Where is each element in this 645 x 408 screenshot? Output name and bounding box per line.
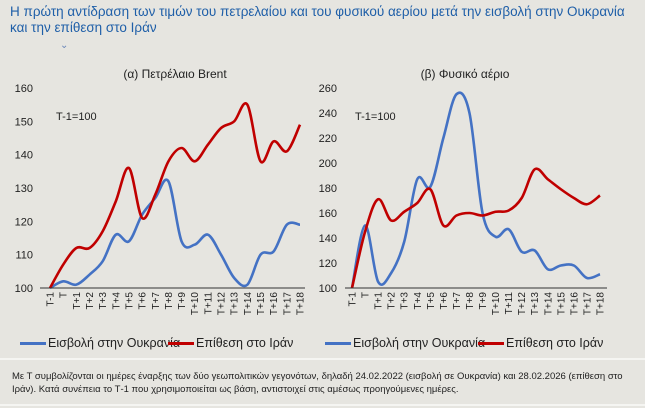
x-tick-label: T+9 xyxy=(177,292,188,310)
legend: Εισβολή στην Ουκρανία Επίθεση στο Ιράν Ε… xyxy=(0,334,645,354)
x-tick-label: T+5 xyxy=(426,292,437,310)
legend-swatch xyxy=(478,341,504,345)
divider xyxy=(0,404,645,406)
x-tick-label: T+1 xyxy=(374,292,385,310)
x-tick-label: T+7 xyxy=(151,292,162,310)
y-tick-label: 220 xyxy=(319,133,337,145)
x-tick-label: T-1 xyxy=(46,292,57,307)
divider xyxy=(0,358,645,360)
chevron-down-icon: ⌄ xyxy=(60,40,69,51)
x-tick-label: T+4 xyxy=(111,292,122,310)
y-tick-label: 140 xyxy=(319,233,337,245)
legend-item-ukraine-a: Εισβολή στην Ουκρανία xyxy=(20,336,180,350)
y-tick-label: 150 xyxy=(15,116,33,128)
x-tick-label: T+8 xyxy=(164,292,175,310)
x-tick-label: T+3 xyxy=(98,292,109,310)
legend-label: Επίθεση στο Ιράν xyxy=(196,336,294,350)
x-tick-label: T+16 xyxy=(269,292,280,316)
series-line-ukraine xyxy=(49,178,301,290)
y-tick-label: 200 xyxy=(319,158,337,170)
x-tick-label: T+10 xyxy=(491,292,502,316)
y-tick-label: 110 xyxy=(15,250,33,262)
y-tick-label: 160 xyxy=(319,208,337,220)
x-tick-label: T+1 xyxy=(72,292,83,310)
y-tick-label: 100 xyxy=(319,283,337,295)
x-tick-label: T+8 xyxy=(465,292,476,310)
series-line-iran xyxy=(350,167,601,289)
x-tick-label: T+18 xyxy=(296,292,307,316)
legend-item-iran-b: Επίθεση στο Ιράν xyxy=(478,336,603,350)
x-tick-label: T+6 xyxy=(439,292,450,310)
y-tick-label: 130 xyxy=(15,183,33,195)
y-tick-label: 260 xyxy=(319,83,337,95)
x-tick-label: T+14 xyxy=(543,292,554,316)
y-tick-label: 100 xyxy=(15,283,33,295)
y-tick-label: 140 xyxy=(15,150,33,162)
x-tick-label: T+17 xyxy=(582,292,593,316)
base-annotation: T-1=100 xyxy=(355,111,396,123)
chart-brent: (α) Πετρέλαιο Brent T-1=100 100 110 120 130 14… xyxy=(15,67,307,315)
legend-label: Επίθεση στο Ιράν xyxy=(506,336,604,350)
chart-title: (β) Φυσικό αέριο xyxy=(421,67,510,81)
legend-swatch xyxy=(168,341,194,345)
x-tick-label: T+2 xyxy=(85,292,96,310)
x-tick-label: T+12 xyxy=(517,292,528,316)
x-tick-label: T+16 xyxy=(569,292,580,316)
x-tick-label: T+13 xyxy=(230,292,241,316)
x-tick-label: T+2 xyxy=(387,292,398,310)
x-tick-label: T+15 xyxy=(556,292,567,316)
x-tick-label: T+13 xyxy=(530,292,541,316)
x-tick-label: T+17 xyxy=(282,292,293,316)
x-tick-label: T+11 xyxy=(504,292,515,315)
x-tick-label: T xyxy=(59,292,70,298)
x-tick-label: T+10 xyxy=(190,292,201,316)
charts: (α) Πετρέλαιο Brent T-1=100 100 110 120 130 14… xyxy=(15,67,607,315)
legend-item-ukraine-b: Εισβολή στην Ουκρανία xyxy=(325,336,485,350)
legend-item-iran-a: Επίθεση στο Ιράν xyxy=(168,336,293,350)
y-tick-label: 180 xyxy=(319,183,337,195)
series-line-ukraine xyxy=(350,91,601,289)
y-tick-label: 240 xyxy=(319,108,337,120)
legend-swatch xyxy=(325,341,351,345)
x-tick-label: T+11 xyxy=(203,292,214,315)
base-annotation: T-1=100 xyxy=(56,111,97,123)
footnote: Με Τ συμβολίζονται οι ημέρες έναρξης των… xyxy=(12,371,623,395)
y-tick-label: 120 xyxy=(319,258,337,270)
x-tick-label: T-1 xyxy=(348,292,359,307)
chart-gas: (β) Φυσικό αέριο T-1=100 100 120 140 160 180 20… xyxy=(319,67,607,315)
x-tick-label: T+18 xyxy=(596,292,607,316)
x-tick-label: T+3 xyxy=(400,292,411,310)
legend-swatch xyxy=(20,341,46,345)
figure-title: Η πρώτη αντίδραση των τιμών του πετρελαί… xyxy=(10,4,625,35)
x-tick-label: T+14 xyxy=(243,292,254,316)
chart-title: (α) Πετρέλαιο Brent xyxy=(123,67,227,81)
y-tick-label: 160 xyxy=(15,83,33,95)
x-tick-label: T+6 xyxy=(138,292,149,310)
x-tick-label: T+15 xyxy=(256,292,267,316)
x-tick-label: T+12 xyxy=(217,292,228,316)
series-line-iran xyxy=(48,102,302,289)
x-tick-label: T xyxy=(361,292,372,298)
legend-label: Εισβολή στην Ουκρανία xyxy=(353,336,486,350)
x-tick-label: T+9 xyxy=(478,292,489,310)
legend-label: Εισβολή στην Ουκρανία xyxy=(48,336,181,350)
x-tick-label: T+4 xyxy=(413,292,424,310)
x-tick-label: T+7 xyxy=(452,292,463,310)
x-tick-label: T+5 xyxy=(124,292,135,310)
y-tick-label: 120 xyxy=(15,216,33,228)
